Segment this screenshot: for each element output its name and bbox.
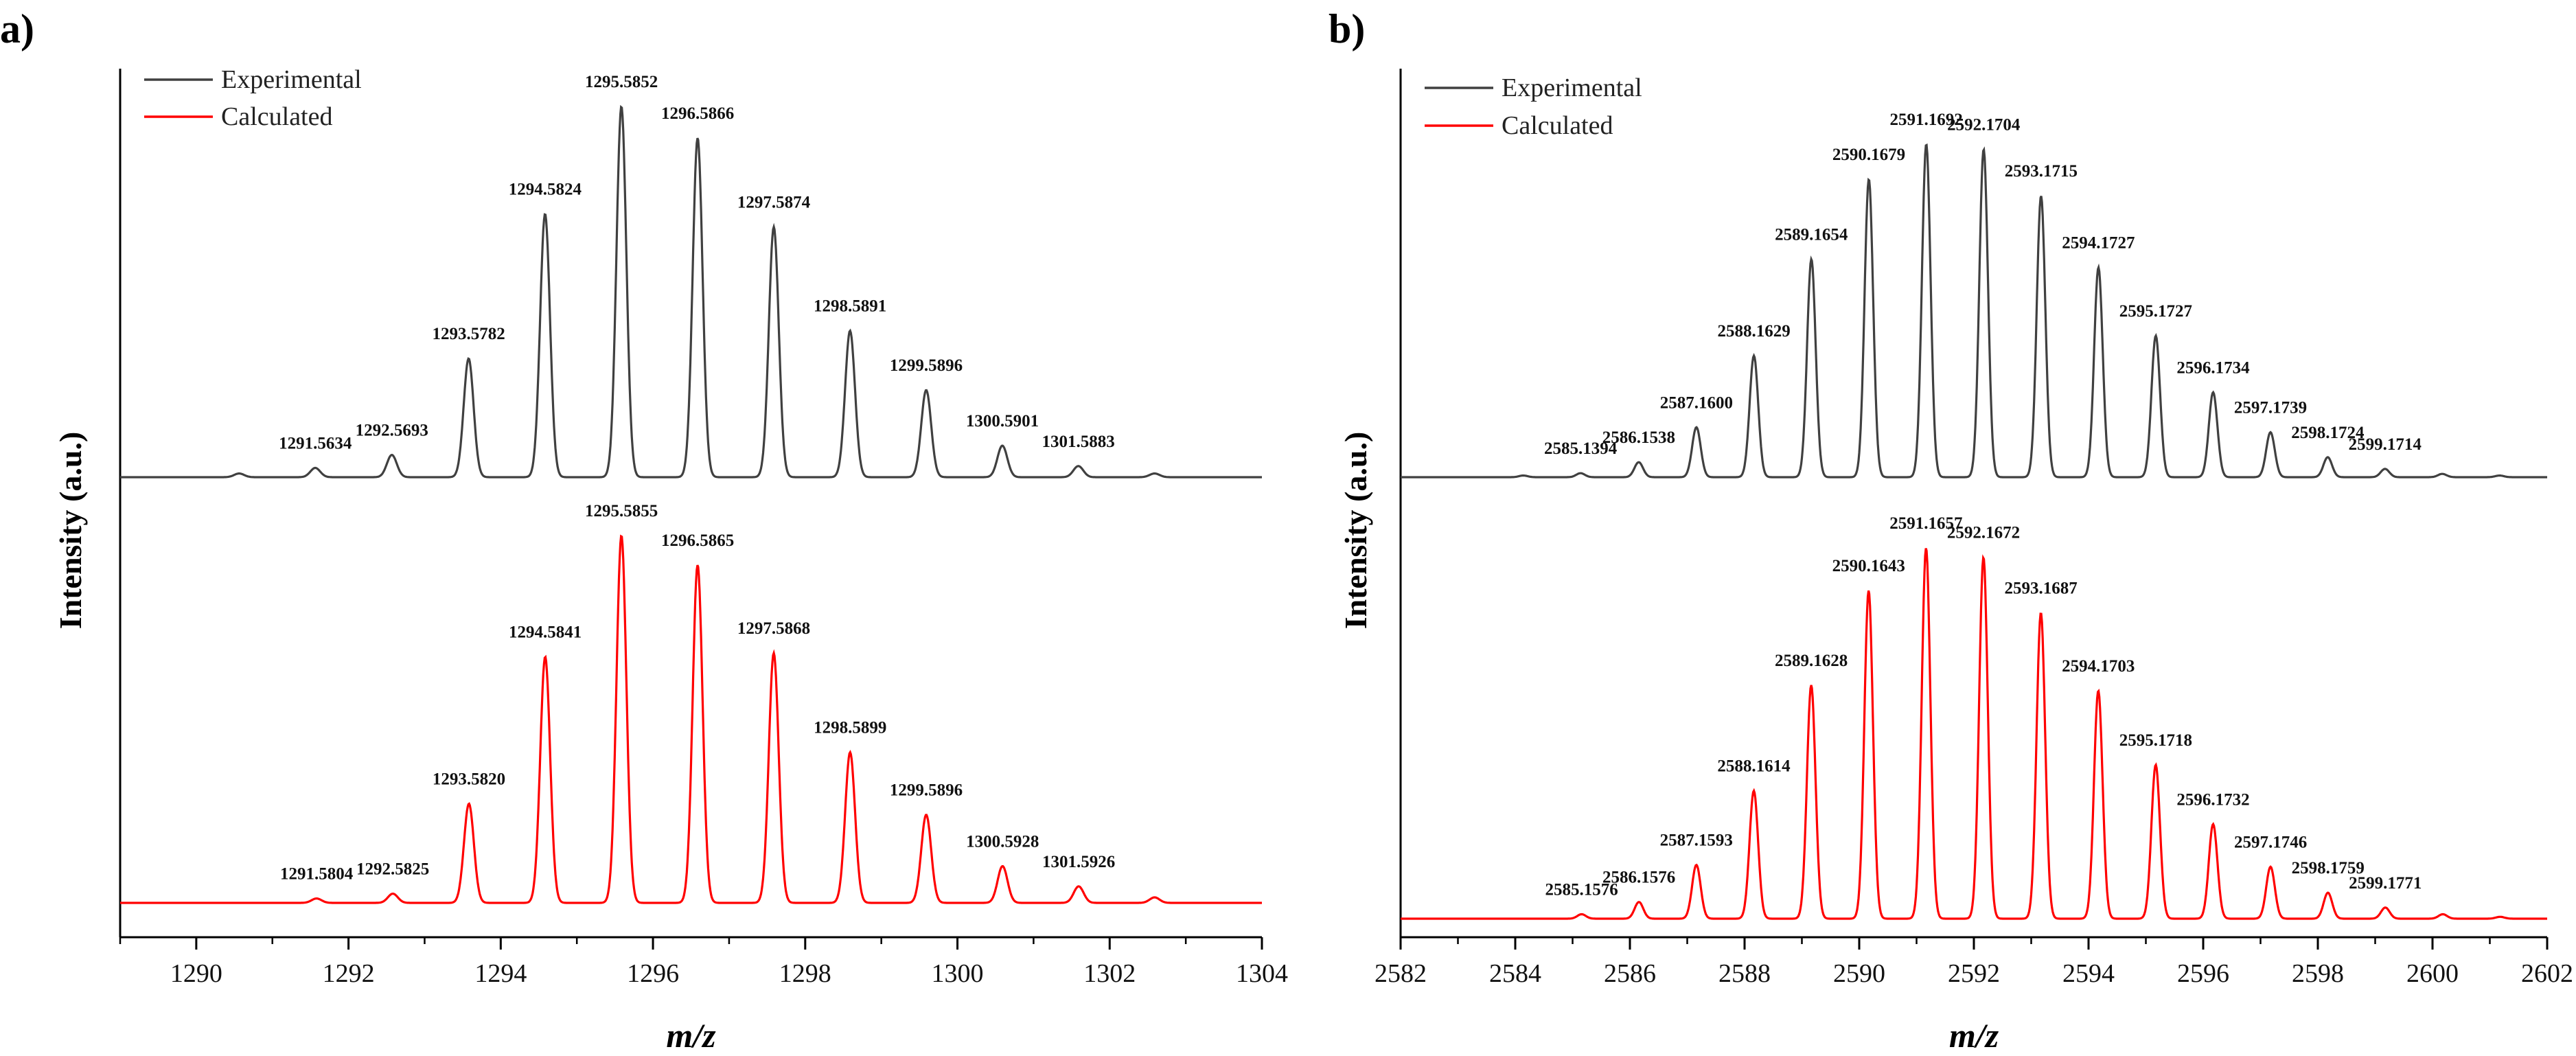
x-tick-label: 1296 xyxy=(627,959,679,988)
x-tick-label: 1292 xyxy=(323,959,375,988)
x-tick-label: 2602 xyxy=(2521,959,2573,988)
peak-label: 1298.5891 xyxy=(814,297,886,316)
peak-label: 2594.1727 xyxy=(2062,233,2135,252)
peak-label: 2595.1718 xyxy=(2119,731,2192,750)
panel-label: b) xyxy=(1329,6,1365,51)
peak-label: 1301.5883 xyxy=(1042,433,1114,451)
peak-label: 1299.5896 xyxy=(890,781,963,800)
x-tick-label: 2596 xyxy=(2177,959,2229,988)
peak-label: 2594.1703 xyxy=(2062,657,2135,676)
peak-label: 2587.1593 xyxy=(1660,831,1733,850)
peak-label: 2593.1715 xyxy=(2005,162,2078,181)
peak-label: 2592.1672 xyxy=(1947,524,2020,542)
chart-panel-a: a) 1290 1292 1294 1296 1298 1300 1302 1304 m/z Int… xyxy=(0,6,1288,1055)
x-tick-label: 2588 xyxy=(1718,959,1771,988)
peak-label: 1301.5926 xyxy=(1042,853,1115,871)
legend-label-calculated: Calculated xyxy=(1502,111,1613,140)
x-tick-label: 1302 xyxy=(1083,959,1136,988)
spectrum-line-calculated xyxy=(120,534,1262,904)
peak-label: 2590.1679 xyxy=(1832,146,1905,164)
peak-label: 2598.1759 xyxy=(2292,859,2365,877)
peak-label: 2599.1714 xyxy=(2349,435,2422,454)
peak-label: 2592.1704 xyxy=(1947,115,2021,134)
peak-label: 2597.1739 xyxy=(2234,399,2307,417)
peak-label: 2596.1734 xyxy=(2176,358,2250,377)
x-tick-label: 2592 xyxy=(1948,959,2000,988)
peak-label: 2588.1629 xyxy=(1717,322,1790,341)
peak-label: 1297.5868 xyxy=(737,619,810,638)
spectrum-line-experimental xyxy=(1401,143,2547,479)
peak-label: 2589.1628 xyxy=(1775,652,1848,670)
x-tick-label: 2590 xyxy=(1833,959,1885,988)
panel-label: a) xyxy=(0,6,34,51)
legend-label-experimental: Experimental xyxy=(1502,73,1642,102)
peak-label: 1292.5825 xyxy=(356,860,429,879)
peak-label: 2585.1576 xyxy=(1545,881,1618,899)
legend-label-experimental: Experimental xyxy=(221,65,362,94)
peak-label: 1296.5865 xyxy=(661,531,734,550)
peak-label: 1297.5874 xyxy=(737,194,811,212)
peak-label: 1291.5804 xyxy=(280,865,354,884)
y-axis-title: Intensity (a.u.) xyxy=(53,432,88,630)
peak-label: 1293.5820 xyxy=(433,770,505,789)
peak-label: 1294.5824 xyxy=(509,181,582,199)
x-tick-label: 1304 xyxy=(1236,959,1288,988)
peak-label: 2591.1692 xyxy=(1890,111,1963,129)
peak-label: 2585.1394 xyxy=(1544,439,1618,458)
peak-label: 2595.1727 xyxy=(2119,302,2192,321)
peak-label: 2591.1657 xyxy=(1889,514,1962,533)
peak-label: 1298.5899 xyxy=(814,719,886,737)
x-tick-label: 2594 xyxy=(2062,959,2115,988)
x-tick-label: 1300 xyxy=(932,959,984,988)
peak-label: 1294.5841 xyxy=(509,623,582,642)
peak-label: 1291.5634 xyxy=(279,435,352,453)
x-tick-label: 1294 xyxy=(474,959,527,988)
x-tick-label: 2600 xyxy=(2406,959,2459,988)
x-tick-label: 2582 xyxy=(1375,959,1427,988)
chart-panel-b: b) 2582 2584 2586 2588 2590 2592 2594 2596 2598 26… xyxy=(1329,6,2573,1055)
peak-label: 2586.1576 xyxy=(1602,869,1675,887)
x-tick-label: 2598 xyxy=(2292,959,2344,988)
x-tick-label: 2586 xyxy=(1604,959,1656,988)
peak-label: 1296.5866 xyxy=(661,104,734,123)
peak-label: 1293.5782 xyxy=(432,325,505,343)
peak-label: 2598.1724 xyxy=(2291,424,2365,442)
x-tick-label: 2584 xyxy=(1489,959,1541,988)
peak-label: 1295.5855 xyxy=(585,502,658,520)
peak-label: 2587.1600 xyxy=(1660,393,1733,412)
series-calculated: 1291.5804 1292.5825 1293.5820 1294.5841 1295… xyxy=(120,502,1262,904)
y-axis-title: Intensity (a.u.) xyxy=(1338,432,1373,630)
peak-label: 2588.1614 xyxy=(1717,757,1791,776)
peak-label: 2586.1538 xyxy=(1602,428,1675,447)
x-axis-title: m/z xyxy=(1949,1016,1999,1055)
x-tick-label: 1290 xyxy=(170,959,222,988)
peak-label: 2596.1732 xyxy=(2176,790,2249,809)
legend-label-calculated: Calculated xyxy=(221,102,332,131)
peak-label: 1295.5852 xyxy=(585,73,658,91)
spectrum-line-experimental xyxy=(120,104,1262,479)
peak-label: 2589.1654 xyxy=(1775,225,1848,244)
peak-label: 1292.5693 xyxy=(356,422,428,440)
peak-label: 2597.1746 xyxy=(2234,833,2307,851)
peak-label: 2599.1771 xyxy=(2349,874,2422,893)
x-axis-title: m/z xyxy=(666,1016,716,1055)
peak-label: 1300.5901 xyxy=(966,412,1039,431)
spectrum-line-calculated xyxy=(1401,548,2547,920)
peak-label: 2590.1643 xyxy=(1832,557,1905,575)
peak-label: 1300.5928 xyxy=(966,833,1039,851)
peak-label: 1299.5896 xyxy=(890,356,963,375)
x-tick-label: 1298 xyxy=(779,959,831,988)
peak-label: 2593.1687 xyxy=(2004,579,2077,598)
